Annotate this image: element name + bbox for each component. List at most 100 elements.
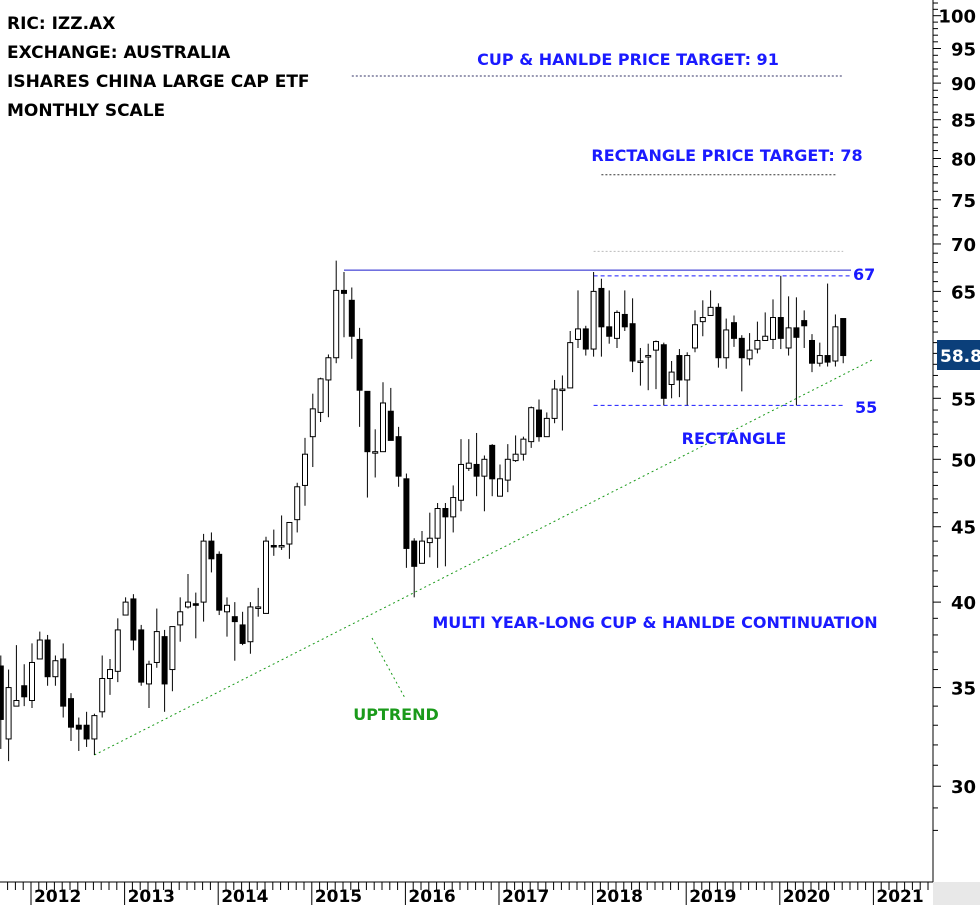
candle [762, 312, 769, 341]
candle-body-down [738, 337, 745, 359]
candle-body-down [598, 287, 605, 328]
uptrend-line [94, 358, 875, 756]
y-tick-label: 35 [951, 679, 976, 700]
candle [130, 594, 137, 651]
candle [754, 321, 761, 354]
candle-body-up [325, 357, 332, 381]
y-tick-label: 65 [951, 282, 976, 303]
candle-body-up [13, 700, 20, 707]
candle-body-up [5, 687, 12, 740]
candle-body-up [255, 606, 262, 609]
candle [270, 529, 277, 556]
candle [302, 437, 308, 506]
candle-body-down [231, 616, 238, 623]
candle-body-down [21, 685, 28, 698]
y-tick-label: 55 [951, 389, 976, 410]
info-ric: RIC: IZZ.AX [7, 14, 115, 34]
candle-body-down [489, 444, 496, 480]
candle [692, 310, 698, 353]
candle [824, 283, 831, 367]
candle [660, 342, 667, 406]
candle-body-up [645, 355, 652, 358]
candle [411, 538, 418, 598]
candle [481, 455, 488, 512]
candle [777, 275, 784, 350]
candle [426, 512, 433, 558]
candle-body-down [403, 478, 410, 549]
candle [770, 299, 776, 350]
candle [606, 290, 613, 344]
candle [645, 343, 652, 391]
x-tick-label: 2016 [408, 887, 455, 905]
candle-body-up [426, 537, 433, 544]
candle [536, 399, 542, 442]
candle-body-up [434, 508, 441, 539]
candle [832, 314, 839, 367]
candle [442, 503, 449, 567]
candle [122, 597, 129, 616]
candle-body-up [692, 324, 698, 349]
candle [551, 379, 558, 424]
candle [504, 444, 511, 493]
x-axis[interactable]: 2012 2013 2014 2015 2016 2017 2018 2019 2020 2021 [7, 882, 929, 905]
y-tick-label: 75 [951, 191, 976, 212]
candle-body-down [582, 328, 589, 350]
y-axis[interactable]: 100 95 90 85 80 75 70 65 55 50 45 40 35 30 [933, 2, 976, 831]
candle [575, 290, 581, 348]
candle-body-up [762, 335, 769, 341]
y-tick-label: 90 [951, 74, 976, 95]
candle [333, 260, 340, 364]
candle-body-down [208, 540, 215, 560]
candle [528, 406, 535, 448]
candle-body-up [637, 360, 644, 364]
candle-body-down [731, 322, 737, 339]
candle-body-down [0, 665, 4, 720]
candle [746, 333, 753, 366]
y-tick-label: 70 [951, 235, 976, 256]
candle [68, 693, 74, 741]
candle-body-up [146, 663, 152, 685]
candle-body-up [816, 355, 823, 364]
candle-body-down [536, 409, 542, 438]
candle-body-up [263, 540, 269, 614]
candle-body-up [286, 521, 293, 545]
candle [309, 393, 316, 468]
candle [286, 521, 293, 559]
candle [317, 377, 324, 423]
x-tick-label: 2013 [128, 887, 175, 905]
candle-body-down [824, 355, 831, 363]
candle-body-up [770, 317, 776, 340]
candle [255, 587, 262, 617]
candle [239, 611, 246, 646]
candle-body-up [278, 544, 285, 548]
candle-body-up [309, 408, 316, 438]
candle-body-down [793, 327, 800, 338]
x-tick-label: 2014 [221, 887, 268, 905]
candle-body-up [122, 601, 129, 616]
candle [224, 597, 230, 637]
y-tick-label: 30 [951, 777, 976, 798]
candle-body-up [575, 328, 581, 340]
y-tick-label: 80 [951, 150, 976, 171]
info-name: ISHARES CHINA LARGE CAP ETF [7, 72, 310, 92]
x-tick-label: 2018 [596, 887, 643, 905]
candle [192, 592, 199, 639]
candle [497, 464, 503, 497]
candle-body-up [497, 478, 503, 497]
candle [653, 340, 659, 390]
candle-body-down [395, 436, 402, 477]
x-tick-label: 2021 [876, 887, 923, 905]
x-tick-label: 2012 [34, 887, 81, 905]
y-tick-label: 45 [951, 518, 976, 539]
candle-body-down [387, 410, 394, 441]
candle [325, 354, 332, 418]
candle-body-up [754, 339, 761, 350]
candle-body-down [341, 289, 347, 294]
candle-body-up [543, 417, 550, 438]
candle-body-up [614, 311, 620, 339]
candle [473, 432, 480, 497]
candle-body-down [216, 553, 223, 611]
continuation-label: MULTI YEAR-LONG CUP & HANLDE CONTINUATIO… [432, 613, 877, 632]
candle [723, 318, 730, 369]
candle-body-up [653, 341, 659, 351]
